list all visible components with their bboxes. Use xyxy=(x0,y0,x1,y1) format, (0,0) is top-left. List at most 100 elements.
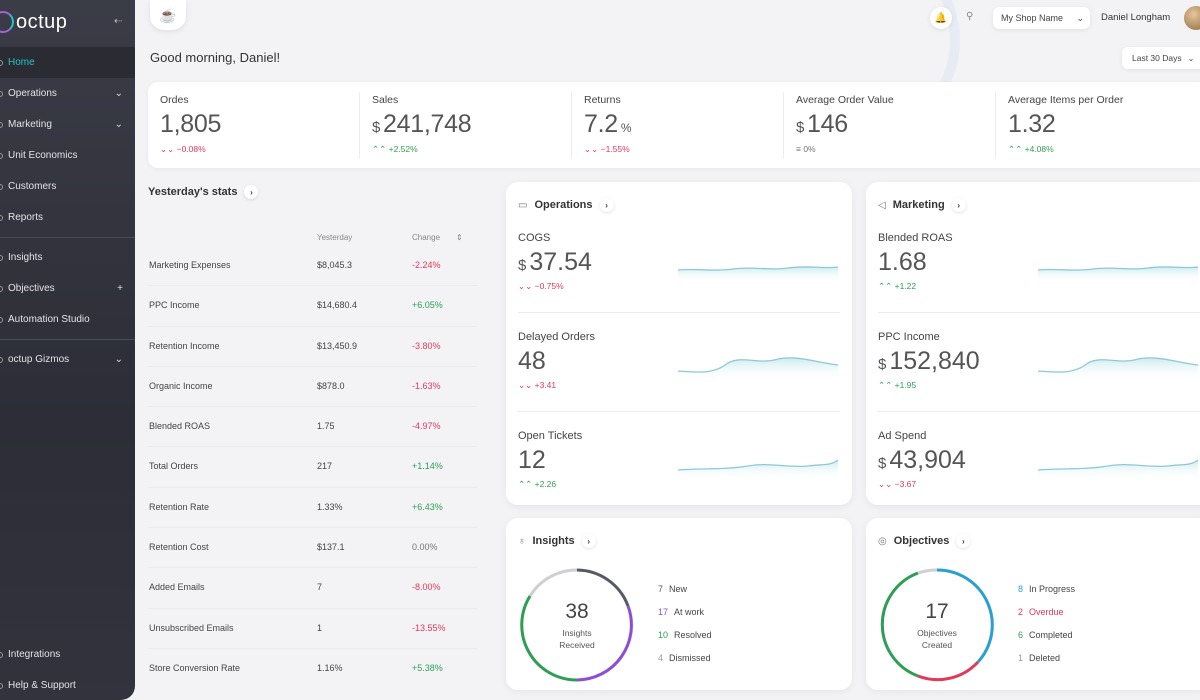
yesterday-stats-title: Yesterday's stats › xyxy=(148,185,478,199)
legend-label: Deleted xyxy=(1029,653,1061,663)
card-title-text: Insights xyxy=(532,535,575,547)
metric-change-value: +2.26 xyxy=(534,479,557,489)
plus-icon[interactable]: + xyxy=(117,283,123,294)
search-icon[interactable]: ⚲ xyxy=(966,11,974,22)
table-row[interactable]: Retention Income $13,450.9 -3.80% xyxy=(148,327,478,367)
donut-segment-in-progress xyxy=(936,568,994,664)
objectives-card: ◎ Objectives › 17 Objectives Created 8 In … xyxy=(866,518,1200,690)
donut-label-line-2: Received xyxy=(559,639,595,650)
sidebar-item-integrations[interactable]: Integrations xyxy=(0,639,135,670)
table-row[interactable]: Store Conversion Rate 1.16% +5.38% xyxy=(148,649,478,689)
ops-metric-cogs[interactable]: COGS $37.54 ⌄⌄ −0.75% xyxy=(518,232,843,331)
sidebar-item-marketing[interactable]: Marketing ⌄ xyxy=(0,109,135,140)
chevron-right-icon[interactable]: › xyxy=(599,198,614,212)
metric-label: Open Tickets xyxy=(518,430,583,442)
sort-icon[interactable]: ⇕ xyxy=(456,233,463,242)
table-row[interactable]: Unsubscribed Emails 1 -13.55% xyxy=(148,609,478,649)
table-row[interactable]: Organic Income $878.0 -1.63% xyxy=(148,367,478,408)
sidebar-item-help-support[interactable]: Help & Support xyxy=(0,670,135,700)
operations-card-title: ▭ Operations › xyxy=(518,198,614,212)
sidebar-item-unit-economics[interactable]: Unit Economics xyxy=(0,140,135,171)
chevron-right-icon[interactable]: › xyxy=(956,534,971,548)
kpi-value: 7.2% xyxy=(584,110,772,139)
coffee-icon[interactable]: ☕ xyxy=(150,0,186,30)
kpi-average-order-value[interactable]: Average Order Value $146 ≡ 0% xyxy=(784,82,996,168)
kpi-sales[interactable]: Sales $241,748 ⌃⌃ +2.52% xyxy=(360,82,572,168)
sparkline-chart xyxy=(678,357,839,381)
table-row[interactable]: PPC Income $14,680.4 +6.05% xyxy=(148,286,478,327)
sidebar-item-customers[interactable]: Customers xyxy=(0,171,135,202)
kpi-change: ⌃⌃ +2.52% xyxy=(372,144,418,154)
sidebar-item-insights[interactable]: Insights xyxy=(0,242,135,273)
legend-item-dismissed[interactable]: 4 Dismissed xyxy=(658,653,712,676)
mkt-metric-ppc-income[interactable]: PPC Income $152,840 ⌃⌃ +1.95 xyxy=(878,331,1200,430)
yesterday-stats-panel: Yesterday's stats › Yesterday Change ⇕ M… xyxy=(148,185,478,690)
table-row[interactable]: Marketing Expenses $8,045.3 -2.24% xyxy=(148,246,478,287)
metric-label: Ad Spend xyxy=(878,430,927,442)
legend-item-overdue[interactable]: 2 Overdue xyxy=(1018,607,1075,630)
kpi-strip: Ordes 1,805 ⌄⌄ −0.08% Sales $241,748 ⌃⌃ … xyxy=(148,82,1200,168)
kpi-average-items-per-order[interactable]: Average Items per Order 1.32 ⌃⌃ +4.08% xyxy=(996,82,1200,168)
chevron-right-icon[interactable]: › xyxy=(244,185,259,199)
kpi-returns[interactable]: Returns 7.2% ⌄⌄ −1.55% xyxy=(572,82,784,168)
row-yesterday-value: $8,045.3 xyxy=(317,260,353,270)
ops-metric-open-tickets[interactable]: Open Tickets 12 ⌃⌃ +2.26 xyxy=(518,430,843,529)
row-metric: Blended ROAS xyxy=(149,421,211,432)
kpi-label: Average Items per Order xyxy=(1008,94,1124,106)
chevron-right-icon[interactable]: › xyxy=(951,198,966,212)
mkt-metric-ad-spend[interactable]: Ad Spend $43,904 ⌄⌄ −3.67 xyxy=(878,430,1200,529)
table-row[interactable]: Total Orders 217 +1.14% xyxy=(148,447,478,488)
sidebar-item-objectives[interactable]: Objectives + xyxy=(0,273,135,304)
sidebar-bottom-nav: Integrations Help & Support xyxy=(0,639,135,700)
objectives-donut[interactable]: 17 Objectives Created xyxy=(878,566,996,684)
legend-label: Completed xyxy=(1029,630,1073,640)
sidebar-item-home[interactable]: Home xyxy=(0,47,135,78)
table-row[interactable]: Retention Cost $137.1 0.00% xyxy=(148,528,478,569)
table-row[interactable]: Blended ROAS 1.75 -4.97% xyxy=(148,407,478,448)
sidebar-item-automation-studio[interactable]: Automation Studio xyxy=(0,304,135,335)
chevron-right-icon[interactable]: › xyxy=(581,534,596,548)
date-range-selector[interactable]: Last 30 Days ⌄ xyxy=(1122,47,1200,69)
table-row[interactable]: Retention Rate 1.33% +6.43% xyxy=(148,488,478,529)
sidebar-item-reports[interactable]: Reports xyxy=(0,202,135,233)
legend-item-deleted[interactable]: 1 Deleted xyxy=(1018,653,1075,676)
legend-item-completed[interactable]: 6 Completed xyxy=(1018,630,1075,653)
metric-change-value: −3.67 xyxy=(894,479,917,489)
insights-donut[interactable]: 38 Insights Received xyxy=(518,566,636,684)
kpi-change-value: −0.08% xyxy=(176,144,206,154)
table-row[interactable]: Added Emails 7 -8.00% xyxy=(148,568,478,609)
chevron-down-icon: ⌄ xyxy=(114,119,123,130)
legend-item-in-progress[interactable]: 8 In Progress xyxy=(1018,584,1075,607)
metric-value: $152,840 xyxy=(878,347,1200,376)
nav-divider xyxy=(0,339,135,340)
metric-divider xyxy=(878,312,1200,313)
row-metric: Organic Income xyxy=(149,380,213,391)
notification-bell-icon[interactable]: 🔔 xyxy=(930,7,952,29)
donut-label-line-1: Objectives xyxy=(917,627,957,638)
avatar[interactable] xyxy=(1184,6,1200,30)
legend-item-at-work[interactable]: 17 At work xyxy=(658,607,712,630)
row-yesterday-value: 1.16% xyxy=(317,662,343,673)
row-yesterday-value: 7 xyxy=(317,582,323,593)
sidebar-item-operations[interactable]: Operations ⌄ xyxy=(0,78,135,109)
metric-value: 48 xyxy=(518,347,843,376)
metric-label: Delayed Orders xyxy=(518,331,596,343)
legend-item-new[interactable]: 7 New xyxy=(658,584,712,607)
collapse-sidebar-icon[interactable]: ⇠ xyxy=(114,16,123,27)
donut-segment-deleted xyxy=(917,568,938,575)
user-name[interactable]: Daniel Longham xyxy=(1101,12,1171,23)
donut-label-line-1: Insights xyxy=(562,627,592,638)
kpi-value: 1,805 xyxy=(160,110,348,139)
shop-selector[interactable]: My Shop Name ⌄ xyxy=(993,7,1090,29)
chevron-down-icon: ⌄ xyxy=(1187,53,1195,63)
ops-metric-delayed-orders[interactable]: Delayed Orders 48 ⌄⌄ +3.41 xyxy=(518,331,843,430)
sidebar-item-octup-gizmos[interactable]: octup Gizmos ⌄ xyxy=(0,344,135,375)
yesterday-stats-header: Yesterday Change ⇕ xyxy=(148,233,478,245)
metric-change-value: +1.22 xyxy=(894,281,917,291)
kpi-orders[interactable]: Ordes 1,805 ⌄⌄ −0.08% xyxy=(148,82,360,168)
octup-logo[interactable]: octup xyxy=(0,6,67,38)
kpi-number: 146 xyxy=(807,110,848,138)
mkt-metric-blended-roas[interactable]: Blended ROAS 1.68 ⌃⌃ +1.22 xyxy=(878,232,1200,331)
metric-number: 1.68 xyxy=(878,248,927,276)
legend-item-resolved[interactable]: 10 Resolved xyxy=(658,630,712,653)
